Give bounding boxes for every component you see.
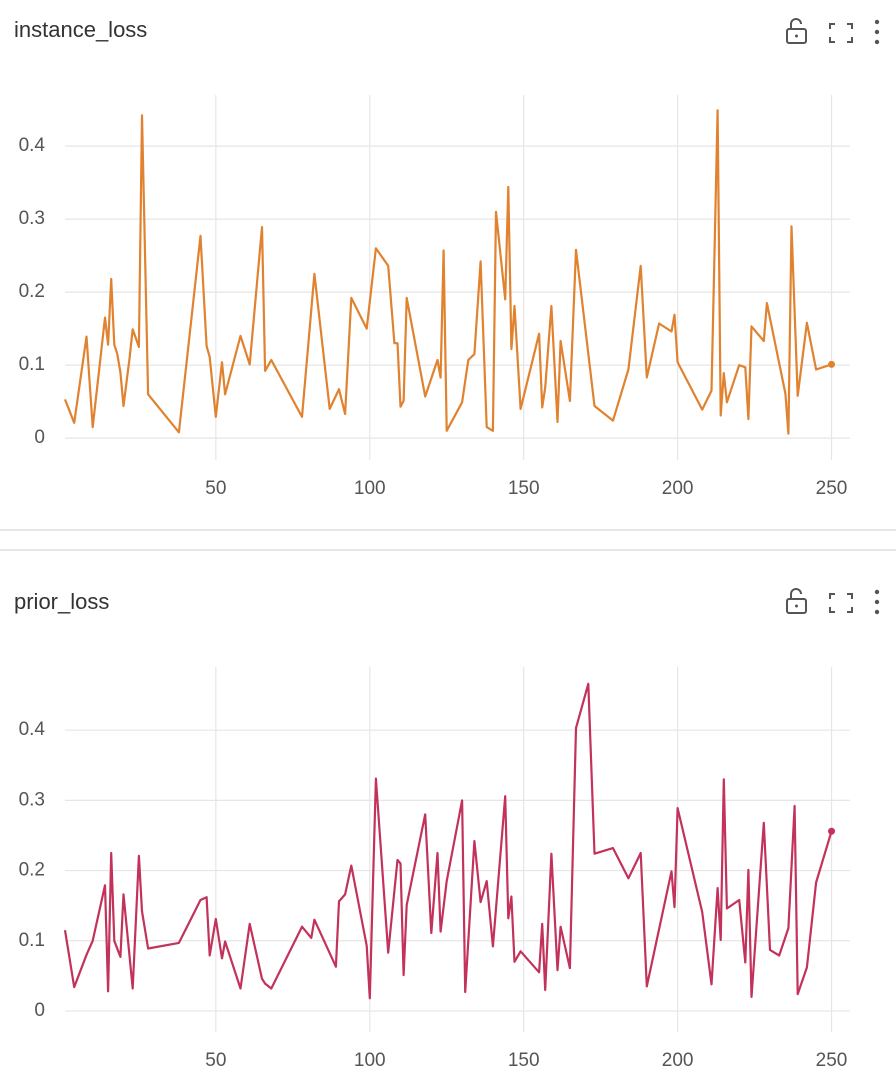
y-tick-label: 0.4 bbox=[19, 135, 46, 156]
expand-icon[interactable] bbox=[829, 23, 853, 43]
y-tick-label: 0.1 bbox=[19, 930, 45, 951]
y-tick-label: 0.3 bbox=[19, 789, 45, 810]
x-tick-label: 100 bbox=[354, 1050, 386, 1071]
expand-icon[interactable] bbox=[829, 593, 853, 613]
x-tick-label: 250 bbox=[816, 1050, 848, 1071]
chart-title: instance_loss bbox=[14, 17, 147, 42]
x-tick-label: 150 bbox=[508, 478, 540, 499]
x-tick-label: 50 bbox=[205, 478, 226, 499]
loss-line bbox=[63, 109, 832, 435]
y-tick-label: 0.1 bbox=[19, 354, 45, 375]
lock-icon[interactable] bbox=[786, 588, 807, 614]
icon-group bbox=[786, 588, 880, 615]
loss-line bbox=[63, 682, 833, 1000]
x-tick-label: 200 bbox=[662, 478, 694, 499]
y-tick-label: 0 bbox=[34, 1000, 45, 1021]
last-point bbox=[828, 360, 836, 368]
y-tick-label: 0 bbox=[34, 427, 45, 448]
menu-icon[interactable] bbox=[874, 19, 880, 45]
chart-title: prior_loss bbox=[14, 589, 109, 614]
panel-icons bbox=[786, 18, 880, 615]
lock-icon[interactable] bbox=[786, 18, 807, 44]
x-tick-label: 200 bbox=[662, 1050, 694, 1071]
x-tick-label: 100 bbox=[354, 478, 386, 499]
y-tick-label: 0.2 bbox=[19, 281, 45, 302]
x-tick-label: 50 bbox=[205, 1050, 226, 1071]
last-point bbox=[828, 827, 836, 835]
menu-icon[interactable] bbox=[874, 589, 880, 615]
y-tick-label: 0.2 bbox=[19, 860, 45, 881]
x-tick-label: 150 bbox=[508, 1050, 540, 1071]
x-tick-label: 250 bbox=[816, 478, 848, 499]
y-tick-label: 0.4 bbox=[19, 719, 46, 740]
icon-group bbox=[786, 18, 880, 45]
y-tick-label: 0.3 bbox=[19, 208, 45, 229]
